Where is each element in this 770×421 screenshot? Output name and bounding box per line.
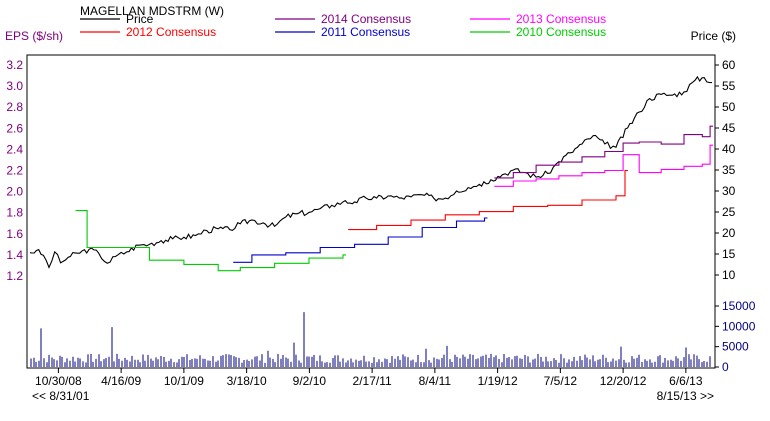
date-tick-label: 4/16/09: [101, 374, 141, 388]
series-2011-consensus: [233, 217, 488, 263]
price-axis: 10 15 20 25 30 35 40 45 50 55 60: [715, 58, 736, 282]
price-tick-label: 10: [722, 268, 736, 282]
volume-tick-label: 15000: [722, 299, 756, 313]
series-2014-consensus: [494, 125, 714, 179]
eps-axis: 1.2 1.4 1.6 1.8 2.0 2.2 2.4 2.6 2.8 3.0 3.2: [6, 58, 23, 283]
eps-tick-label: 2.2: [6, 164, 23, 178]
eps-tick-label: 2.4: [6, 142, 23, 156]
eps-tick-label: 1.6: [6, 227, 23, 241]
date-axis: 10/30/08 4/16/09 10/1/09 3/18/10 9/2/10 2/17/…: [35, 368, 703, 388]
plot-frame: [26, 54, 716, 369]
next-range-link[interactable]: 8/15/13 >>: [657, 389, 714, 403]
volume-tick-label: 10000: [722, 319, 756, 333]
date-tick-label: 7/5/12: [544, 374, 578, 388]
eps-tick-label: 2.6: [6, 121, 23, 135]
chart-title: MAGELLAN MDSTRM (W): [80, 4, 224, 18]
price-tick-label: 45: [722, 121, 736, 135]
volume-tick-label: 0: [722, 360, 729, 374]
date-tick-label: 9/2/10: [293, 374, 327, 388]
date-tick-label: 12/20/12: [600, 374, 647, 388]
eps-tick-label: 1.4: [6, 248, 23, 262]
price-tick-label: 15: [722, 247, 736, 261]
volume-tick-label: 5000: [722, 340, 749, 354]
price-tick-label: 50: [722, 100, 736, 114]
series-2010-consensus: [75, 210, 346, 272]
volume-bars: [30, 312, 711, 367]
date-tick-label: 10/30/08: [35, 374, 82, 388]
date-tick-label: 6/6/13: [669, 374, 703, 388]
eps-axis-title: EPS ($/sh): [5, 29, 63, 43]
eps-tick-label: 3.0: [6, 79, 23, 93]
legend-label: 2012 Consensus: [126, 25, 216, 39]
legend-label: Price: [126, 12, 154, 26]
date-tick-label: 2/17/11: [353, 374, 392, 388]
series-price: [29, 75, 713, 269]
price-tick-label: 60: [722, 58, 736, 72]
eps-tick-label: 2.8: [6, 100, 23, 114]
price-tick-label: 30: [722, 184, 736, 198]
price-tick-label: 55: [722, 79, 736, 93]
date-tick-label: 3/18/10: [227, 374, 267, 388]
eps-tick-label: 1.2: [6, 269, 23, 283]
eps-tick-label: 3.2: [6, 58, 23, 72]
series-2012-consensus: [348, 169, 628, 231]
eps-tick-label: 1.8: [6, 206, 23, 220]
legend-label: 2014 Consensus: [321, 12, 411, 26]
series-2013-consensus: [494, 144, 714, 187]
date-tick-label: 8/4/11: [419, 374, 452, 388]
legend-label: 2011 Consensus: [321, 25, 410, 39]
series-lines: [29, 75, 714, 272]
volume-axis: 0 5000 10000 15000: [715, 299, 756, 374]
date-tick-label: 1/19/12: [478, 374, 518, 388]
price-tick-label: 25: [722, 205, 736, 219]
eps-tick-label: 2.0: [6, 185, 23, 199]
price-tick-label: 20: [722, 226, 736, 240]
legend-label: 2010 Consensus: [516, 25, 606, 39]
legend-label: 2013 Consensus: [516, 12, 606, 26]
prev-range-link[interactable]: << 8/31/01: [32, 389, 90, 403]
price-tick-label: 35: [722, 163, 736, 177]
date-tick-label: 10/1/09: [164, 374, 204, 388]
price-axis-title: Price ($): [691, 29, 736, 43]
price-tick-label: 40: [722, 142, 736, 156]
